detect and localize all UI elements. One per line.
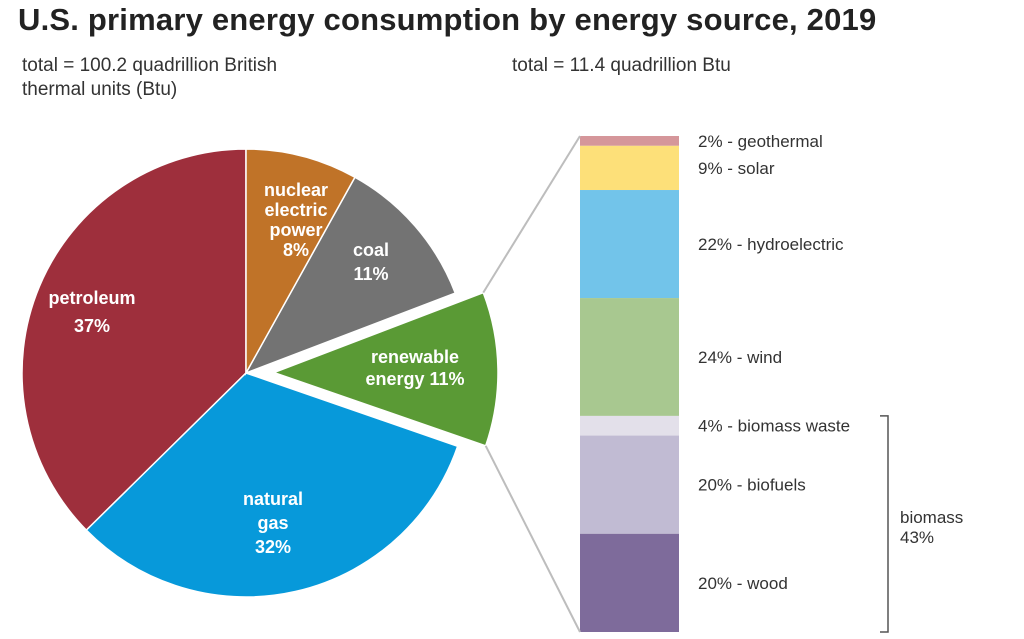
bar-label-solar: 9% - solar [698, 159, 775, 178]
bar-segment-biomass-waste [580, 415, 679, 436]
bar-label-geothermal: 2% - geothermal [698, 132, 823, 151]
pie-label-coal: coal 11% [353, 240, 389, 284]
bar-segment-solar [580, 145, 679, 191]
pie-slice-nuclear-electric-power [245, 148, 356, 376]
bar-segment-geothermal [580, 136, 679, 146]
biomass-value-label: 43% [900, 528, 934, 547]
pie-slice-coal [244, 176, 457, 375]
bar-segment-biofuels [580, 435, 679, 534]
bar-segment-wood [580, 533, 679, 632]
pie-slice-natural-gas [85, 372, 459, 598]
bar-label-wind: 24% - wind [698, 348, 782, 367]
pie-label-nuclear-electric-power: nuclear electric power 8% [264, 180, 328, 260]
bar-segment-wind [580, 298, 679, 416]
pie-label-petroleum: petroleum 37% [48, 288, 135, 336]
bar-label-biofuels: 20% - biofuels [698, 476, 806, 495]
biomass-bracket [880, 415, 889, 633]
bar-label-hydroelectric: 22% - hydroelectric [698, 235, 844, 254]
bar-label-biomass-waste: 4% - biomass waste [698, 417, 850, 436]
pie-slice-renewable-energy [271, 291, 499, 447]
bar-segment-hydroelectric [580, 190, 679, 299]
connector-line-bottom [484, 445, 581, 633]
bar-total-label: total = 11.4 quadrillion Btu [512, 55, 731, 76]
biomass-label: biomass [900, 508, 963, 527]
connector-line-top [482, 135, 581, 294]
pie-label-renewable-energy: renewable energy 11% [365, 347, 464, 389]
pie-slice-petroleum [21, 148, 247, 532]
pie-total-label: total = 100.2 quadrillion British therma… [22, 55, 278, 100]
chart-title: U.S. primary energy consumption by energ… [18, 2, 877, 37]
bar-label-wood: 20% - wood [698, 574, 788, 593]
pie-label-natural-gas: natural gas 32% [243, 489, 303, 557]
